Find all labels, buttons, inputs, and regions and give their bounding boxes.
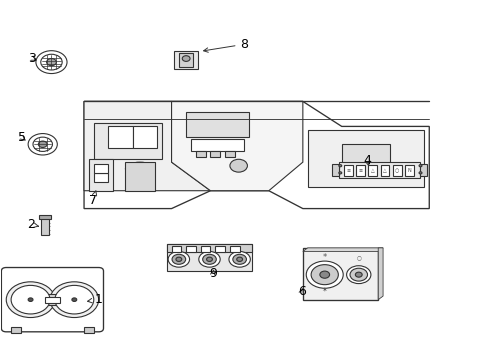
Polygon shape xyxy=(302,248,382,251)
Bar xyxy=(302,248,377,300)
Text: 3: 3 xyxy=(28,52,37,65)
Bar xyxy=(356,165,365,176)
Bar xyxy=(331,164,339,176)
Bar xyxy=(215,247,224,252)
Bar xyxy=(344,165,352,176)
Bar xyxy=(39,215,51,219)
Bar xyxy=(419,164,426,176)
Text: 6: 6 xyxy=(297,285,305,298)
Text: △: △ xyxy=(370,168,374,173)
Bar xyxy=(186,247,196,252)
Circle shape xyxy=(349,268,367,281)
Circle shape xyxy=(206,257,212,261)
Circle shape xyxy=(28,298,33,301)
Circle shape xyxy=(418,172,421,174)
Bar xyxy=(171,247,181,252)
Text: 8: 8 xyxy=(203,38,248,52)
Bar xyxy=(186,112,249,137)
Bar xyxy=(166,244,251,271)
FancyBboxPatch shape xyxy=(1,267,103,332)
Text: ≡: ≡ xyxy=(358,168,362,173)
Circle shape xyxy=(346,266,370,284)
Bar xyxy=(179,53,193,67)
Bar xyxy=(210,152,220,157)
Text: ○: ○ xyxy=(394,168,399,173)
Bar xyxy=(392,165,401,176)
Circle shape xyxy=(310,265,338,285)
Text: 1: 1 xyxy=(87,293,102,306)
Bar xyxy=(201,247,210,252)
Circle shape xyxy=(236,257,242,261)
Circle shape xyxy=(172,254,185,264)
Text: 7: 7 xyxy=(89,191,97,207)
Bar xyxy=(11,327,21,333)
Circle shape xyxy=(232,254,246,264)
Bar xyxy=(224,152,234,157)
Circle shape xyxy=(418,165,421,167)
Text: △: △ xyxy=(383,168,386,173)
Bar xyxy=(307,130,424,187)
Circle shape xyxy=(38,141,47,148)
Text: 5: 5 xyxy=(18,131,26,144)
Circle shape xyxy=(55,285,94,314)
Circle shape xyxy=(228,251,250,267)
Bar xyxy=(196,152,205,157)
Circle shape xyxy=(355,272,362,277)
Circle shape xyxy=(202,254,216,264)
Circle shape xyxy=(176,257,182,261)
Bar xyxy=(229,247,239,252)
Bar xyxy=(108,126,132,148)
Bar xyxy=(339,162,419,178)
Bar xyxy=(380,165,388,176)
Circle shape xyxy=(168,251,189,267)
Bar xyxy=(125,162,154,191)
Circle shape xyxy=(72,298,77,301)
Circle shape xyxy=(229,159,247,172)
Polygon shape xyxy=(377,248,382,300)
Text: N: N xyxy=(407,168,410,173)
Circle shape xyxy=(338,172,341,174)
Bar xyxy=(45,297,60,302)
Bar xyxy=(174,51,198,69)
Circle shape xyxy=(182,56,190,62)
Bar xyxy=(341,144,389,173)
Bar xyxy=(191,139,244,152)
Circle shape xyxy=(319,271,329,278)
Bar xyxy=(132,126,157,148)
Circle shape xyxy=(50,282,99,318)
Circle shape xyxy=(338,165,341,167)
Polygon shape xyxy=(84,102,210,191)
Polygon shape xyxy=(84,102,428,208)
Circle shape xyxy=(46,59,56,66)
Bar xyxy=(94,173,108,182)
Bar xyxy=(89,158,113,191)
Text: ≡: ≡ xyxy=(346,168,350,173)
Polygon shape xyxy=(171,102,302,191)
Bar xyxy=(42,294,62,305)
Text: ✶: ✶ xyxy=(321,287,327,293)
Bar xyxy=(94,164,108,173)
Bar xyxy=(41,217,49,235)
Text: 4: 4 xyxy=(363,154,371,167)
Bar xyxy=(166,244,251,252)
Circle shape xyxy=(199,251,220,267)
Circle shape xyxy=(6,282,55,318)
Text: ○: ○ xyxy=(356,255,361,260)
Text: 9: 9 xyxy=(208,267,216,280)
Circle shape xyxy=(305,261,343,288)
Text: 2: 2 xyxy=(27,218,39,231)
Bar xyxy=(404,165,413,176)
Bar xyxy=(84,327,94,333)
Circle shape xyxy=(11,285,50,314)
Text: *: * xyxy=(322,253,326,262)
Bar xyxy=(94,123,162,158)
Bar xyxy=(368,165,376,176)
